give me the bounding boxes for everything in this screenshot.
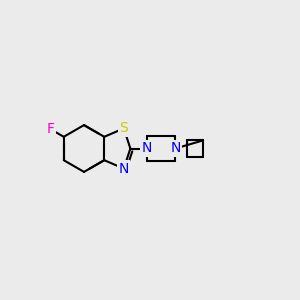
Text: N: N bbox=[170, 142, 181, 155]
Text: N: N bbox=[118, 162, 129, 176]
Text: F: F bbox=[47, 122, 55, 136]
Text: N: N bbox=[142, 142, 152, 155]
Text: S: S bbox=[119, 122, 128, 135]
